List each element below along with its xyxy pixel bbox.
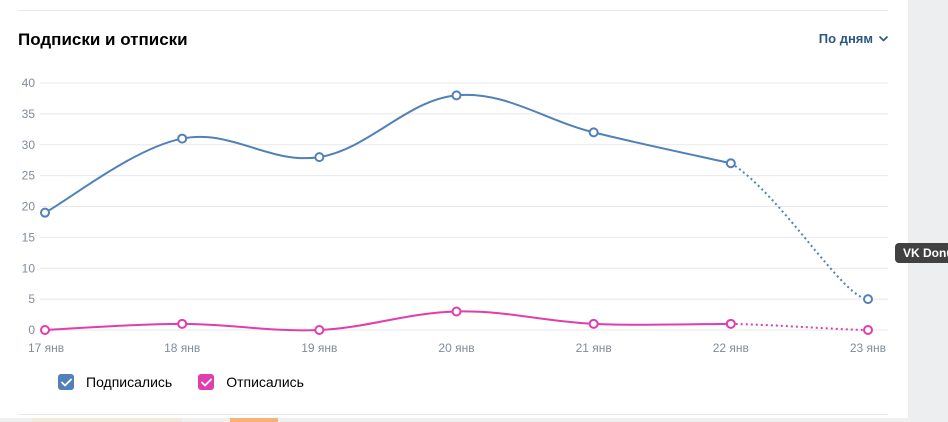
- series-line-dotted-subscribed: [730, 162, 869, 301]
- y-tick-label: 0: [28, 323, 35, 337]
- data-point-subscribed: [314, 152, 325, 163]
- y-tick-label: 35: [22, 107, 36, 121]
- y-tick-label: 30: [22, 138, 36, 152]
- y-tick-label: 25: [22, 169, 36, 183]
- vk-donut-tooltip[interactable]: VK Donut: [895, 243, 948, 263]
- data-point-unsubscribed: [588, 318, 599, 329]
- top-divider: [18, 10, 888, 11]
- x-tick-label: 22 янв: [713, 341, 749, 355]
- y-tick-label: 15: [22, 230, 36, 244]
- bottom-strip: [0, 418, 908, 422]
- legend-item-subscribed[interactable]: Подписались: [58, 374, 172, 390]
- y-tick-label: 5: [28, 292, 35, 306]
- data-point-subscribed: [588, 127, 599, 138]
- series-line-dotted-unsubscribed: [730, 322, 869, 331]
- line-chart: 0 5 10 15 20 25 30 35 40 17 янв 18 янв 19 янв 20 янв…: [22, 76, 888, 355]
- x-tick-label: 17 янв: [28, 341, 64, 355]
- data-point-unsubscribed: [177, 318, 188, 329]
- data-point-subscribed: [863, 294, 873, 305]
- checkbox-checked-icon[interactable]: [58, 374, 74, 390]
- y-tick-label: 40: [22, 76, 36, 90]
- data-point-unsubscribed: [725, 318, 736, 329]
- bottom-divider: [18, 414, 888, 415]
- x-tick-label: 19 янв: [301, 341, 337, 355]
- x-tick-label: 18 янв: [164, 341, 200, 355]
- x-tick-label: 23 янв: [850, 341, 886, 355]
- chart-legend: Подписались Отписались: [58, 374, 304, 390]
- data-point-unsubscribed: [863, 325, 873, 335]
- legend-label-unsubscribed: Отписались: [226, 374, 304, 390]
- x-tick-label: 20 янв: [438, 341, 474, 355]
- legend-label-subscribed: Подписались: [86, 374, 173, 390]
- data-point-unsubscribed: [40, 325, 50, 335]
- chart-title: Подписки и отписки: [18, 30, 188, 49]
- data-point-subscribed: [725, 158, 736, 169]
- series-line-unsubscribed: [44, 310, 731, 332]
- x-tick-label: 21 янв: [576, 341, 612, 355]
- period-label: По дням: [818, 31, 873, 46]
- data-point-subscribed: [177, 133, 188, 144]
- data-point-subscribed: [40, 207, 50, 218]
- data-point-unsubscribed: [314, 325, 325, 335]
- data-point-unsubscribed: [451, 306, 462, 317]
- page-gutter: [908, 0, 948, 422]
- chevron-down-icon: [879, 35, 888, 41]
- checkbox-checked-icon[interactable]: [198, 374, 215, 390]
- y-tick-label: 20: [22, 200, 36, 214]
- data-point-subscribed: [451, 90, 462, 101]
- series-line-subscribed: [44, 93, 732, 214]
- y-tick-label: 10: [22, 261, 36, 275]
- legend-item-unsubscribed[interactable]: Отписались: [198, 374, 304, 390]
- period-dropdown[interactable]: По дням: [819, 31, 888, 46]
